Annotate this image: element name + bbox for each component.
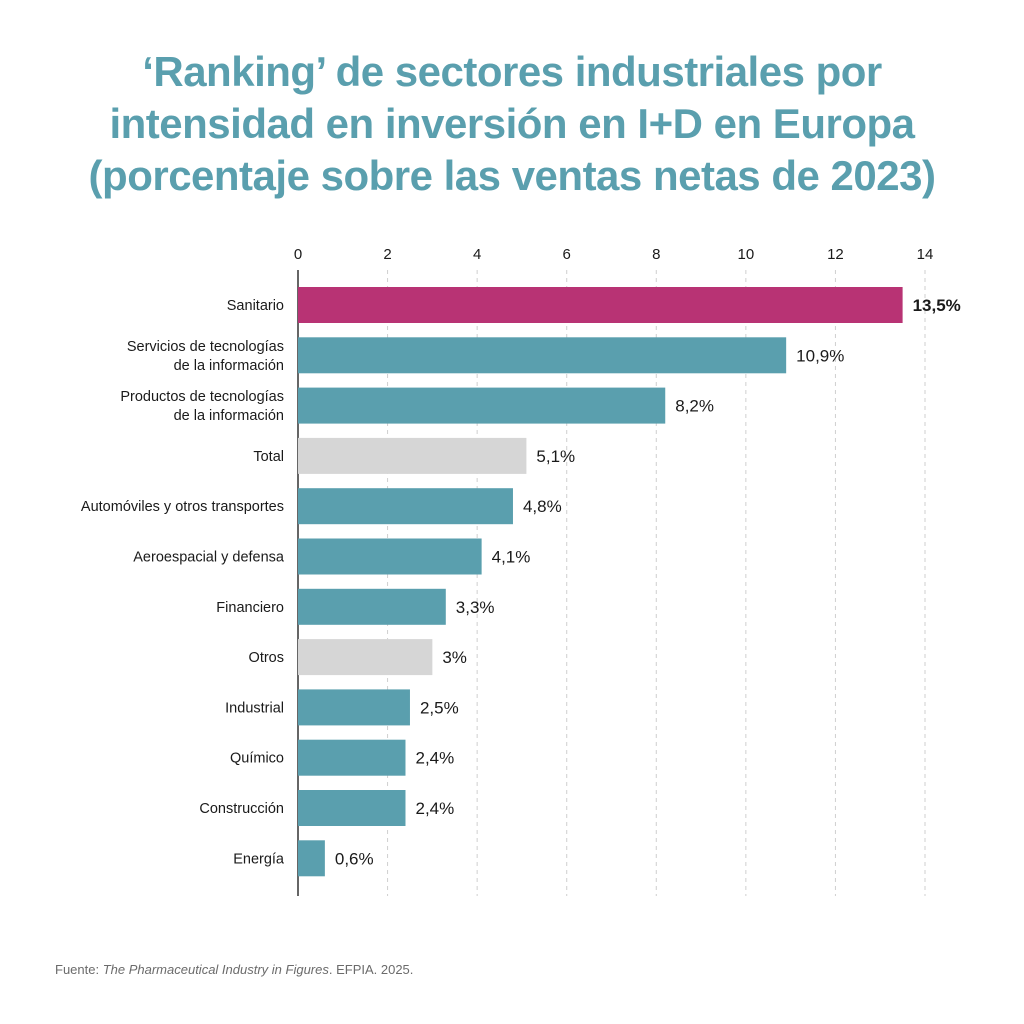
category-label-9-line-0: Químico: [230, 751, 284, 767]
value-label-11: 0,6%: [335, 849, 374, 868]
bar-6: [298, 588, 446, 625]
category-label-6-line-0: Financiero: [216, 600, 284, 616]
category-label-7: Otros: [249, 650, 284, 666]
category-label-3-line-0: Total: [253, 449, 284, 465]
x-tick-label-8: 8: [652, 246, 660, 263]
x-tick-label-0: 0: [294, 246, 302, 263]
category-label-5-line-0: Aeroespacial y defensa: [133, 550, 285, 566]
chart-title-line-2: intensidad en inversión en I+D en Europa: [109, 100, 915, 147]
category-label-4: Automóviles y otros transportes: [81, 499, 284, 515]
bar-11: [298, 840, 325, 877]
bar-7: [298, 639, 433, 676]
source-prefix: Fuente:: [55, 962, 103, 977]
category-label-7-line-0: Otros: [249, 650, 284, 666]
category-label-6: Financiero: [216, 600, 284, 616]
bar-9: [298, 739, 406, 776]
category-label-5: Aeroespacial y defensa: [133, 550, 285, 566]
source-note: Fuente: The Pharmaceutical Industry in F…: [55, 962, 413, 977]
bar-5: [298, 538, 482, 575]
value-label-7: 3%: [442, 648, 467, 667]
bar-3: [298, 437, 527, 474]
category-label-0-line-0: Sanitario: [227, 298, 284, 314]
value-label-5: 4,1%: [492, 548, 531, 567]
x-tick-label-4: 4: [473, 246, 481, 263]
value-label-1: 10,9%: [796, 346, 844, 365]
chart-title-line-1: ‘Ranking’ de sectores industriales por: [142, 48, 882, 95]
category-label-11: Energía: [233, 851, 285, 867]
category-label-1-line-1: de la información: [174, 358, 284, 374]
category-label-1: Servicios de tecnologías de la informació…: [127, 339, 284, 374]
category-label-1-line-0: Servicios de tecnologías: [127, 339, 284, 355]
value-label-0: 13,5%: [913, 296, 961, 315]
value-label-10: 2,4%: [415, 799, 454, 818]
bar-0: [298, 287, 903, 323]
bar-2: [298, 387, 666, 424]
value-label-8: 2,5%: [420, 698, 459, 717]
category-label-10: Construcción: [199, 801, 284, 817]
category-label-8-line-0: Industrial: [225, 700, 284, 716]
category-label-2: Productos de tecnologías de la informació…: [120, 389, 284, 424]
x-tick-label-10: 10: [738, 246, 755, 263]
value-label-9: 2,4%: [415, 749, 454, 768]
category-label-10-line-0: Construcción: [199, 801, 284, 817]
category-label-9: Químico: [230, 751, 284, 767]
source-suffix: . EFPIA. 2025.: [328, 962, 414, 977]
value-label-3: 5,1%: [536, 447, 575, 466]
bar-8: [298, 689, 410, 726]
category-label-11-line-0: Energía: [233, 851, 285, 867]
category-label-8: Industrial: [225, 700, 284, 716]
source-work: The Pharmaceutical Industry in Figures: [102, 962, 329, 977]
bar-10: [298, 790, 406, 826]
category-label-0: Sanitario: [227, 298, 284, 314]
value-label-4: 4,8%: [523, 497, 562, 516]
value-label-6: 3,3%: [456, 598, 495, 617]
x-tick-label-12: 12: [827, 246, 844, 263]
category-label-4-line-0: Automóviles y otros transportes: [81, 499, 284, 515]
category-label-2-line-1: de la información: [174, 408, 284, 424]
category-label-3: Total: [253, 449, 284, 465]
chart-title: ‘Ranking’ de sectores industriales por i…: [0, 46, 1024, 202]
bar-4: [298, 488, 513, 525]
x-tick-label-6: 6: [563, 246, 571, 263]
value-label-2: 8,2%: [675, 397, 714, 416]
chart-title-line-3: (porcentaje sobre las ventas netas de 20…: [88, 152, 936, 199]
bar-1: [298, 337, 787, 374]
x-tick-label-14: 14: [917, 246, 934, 263]
category-label-2-line-0: Productos de tecnologías: [120, 389, 284, 405]
x-tick-label-2: 2: [383, 246, 391, 263]
